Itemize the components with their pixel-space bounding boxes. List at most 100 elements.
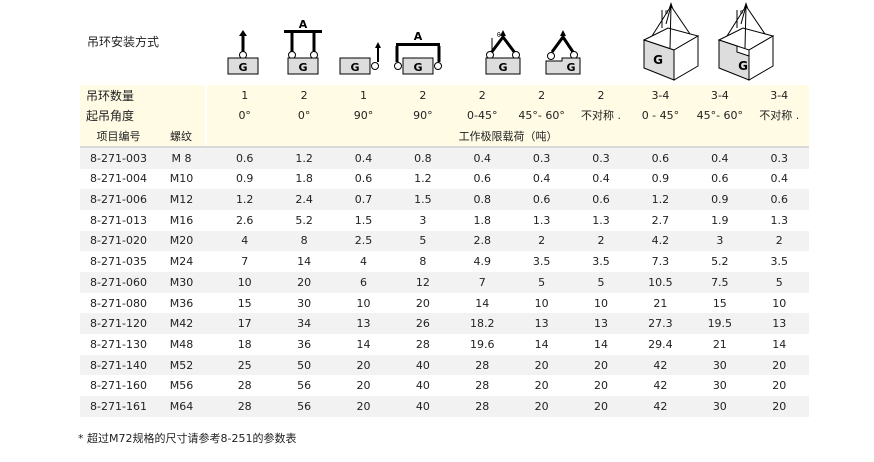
gap-cell bbox=[206, 230, 215, 252]
load-value-cell: 1.3 bbox=[532, 213, 551, 227]
table-row: 8-271-020 M20 4 8 2.5 5 2.8 2 2 4.2 3 2 bbox=[80, 230, 809, 252]
load-value-cell: 10 bbox=[772, 296, 787, 310]
load-value-cell: 14 bbox=[534, 337, 549, 351]
load-value-cell: 26 bbox=[393, 313, 453, 335]
thread-cell: M48 bbox=[169, 337, 194, 351]
column-header-row: 项目编号 螺纹 工作极限载荷（吨） bbox=[80, 125, 809, 148]
load-value-cell: 28 bbox=[452, 354, 512, 376]
load-value-cell: 28 bbox=[237, 379, 252, 393]
load-value-cell: 0.4 bbox=[592, 172, 610, 186]
load-value-cell: 10 bbox=[356, 296, 371, 310]
lift-count-cell: 2 bbox=[393, 85, 453, 106]
load-value-cell: 1.3 bbox=[770, 213, 788, 227]
load-value-cell: 28 bbox=[215, 396, 275, 417]
table-row: 8-271-003 M 8 0.6 1.2 0.4 0.8 0.4 0.3 0.3 0.6 0.4 0… bbox=[80, 146, 809, 169]
svg-text:G: G bbox=[498, 61, 507, 74]
load-value-cell: 1.8 bbox=[473, 213, 492, 227]
gap-cell bbox=[206, 292, 215, 314]
table-row: 8-271-006 M12 1.2 2.4 0.7 1.5 0.8 0.6 0.6 1.2 0.9 0… bbox=[80, 189, 809, 210]
load-value-cell: 0.4 bbox=[532, 172, 551, 186]
load-value-cell: 0.9 bbox=[651, 172, 670, 186]
load-value-cell: 14 bbox=[475, 296, 490, 310]
load-value-cell: 20 bbox=[333, 396, 394, 417]
item-number-cell: 8-271-013 bbox=[90, 213, 147, 227]
lift-count-cell: 1 bbox=[215, 85, 275, 106]
load-value-cell: 5.2 bbox=[711, 255, 729, 269]
double-angled-lift-icon: θ G bbox=[485, 30, 521, 75]
load-value-cell: 10.5 bbox=[630, 272, 691, 293]
load-value-cell: 2 bbox=[749, 230, 809, 252]
load-value-cell: 20 bbox=[571, 396, 631, 417]
thread-cell: M10 bbox=[169, 172, 194, 186]
load-value-cell: 7 bbox=[452, 272, 512, 293]
load-value-cell: 20 bbox=[534, 379, 549, 393]
load-value-cell: 30 bbox=[690, 396, 750, 417]
load-value-cell: 7.5 bbox=[690, 272, 750, 293]
item-number-cell: 8-271-035 bbox=[90, 255, 147, 269]
load-value-cell: 13 bbox=[571, 313, 631, 335]
thread-cell: M30 bbox=[157, 272, 206, 293]
lift-count-cell: 2 bbox=[274, 85, 334, 106]
lift-angle-cell: 不对称 . bbox=[571, 105, 631, 126]
load-value-cell: 28 bbox=[452, 396, 512, 417]
load-value-cell: 0.6 bbox=[749, 189, 809, 210]
lift-count-row: 吊环数量 1 2 1 2 2 2 2 3-4 3-4 3-4 bbox=[80, 85, 809, 106]
load-value-cell: 0.4 bbox=[770, 172, 788, 186]
load-value-cell: 14 bbox=[772, 337, 787, 351]
thread-cell: M 8 bbox=[157, 146, 206, 169]
svg-text:A: A bbox=[414, 30, 423, 43]
load-value-cell: 0.6 bbox=[711, 172, 729, 186]
item-number-cell: 8-271-003 bbox=[80, 146, 157, 169]
load-value-cell: 20 bbox=[274, 272, 334, 293]
thread-cell: M20 bbox=[157, 230, 206, 252]
gap-cell bbox=[206, 189, 215, 210]
load-value-cell: 4.2 bbox=[630, 230, 691, 252]
load-value-cell: 0.6 bbox=[571, 189, 631, 210]
load-value-cell: 40 bbox=[415, 379, 430, 393]
double-side-spreader-icon: A G bbox=[394, 30, 442, 75]
table-row: 8-271-120 M42 17 34 13 26 18.2 13 13 27.3 19.5 13 bbox=[80, 313, 809, 335]
load-value-cell: 40 bbox=[393, 396, 453, 417]
load-value-cell: 0.8 bbox=[452, 189, 512, 210]
mounting-method-title: 吊环安装方式 bbox=[87, 35, 160, 49]
item-number-header: 项目编号 bbox=[80, 125, 157, 148]
lift-angle-cell: 0° bbox=[274, 105, 334, 126]
table-row: 8-271-035 M24 7 14 4 8 4.9 3.5 3.5 7.3 5.2 3.5 bbox=[80, 251, 809, 273]
load-value-cell: 14 bbox=[594, 337, 609, 351]
thread-cell: M36 bbox=[169, 296, 194, 310]
load-value-cell: 1.2 bbox=[414, 172, 432, 186]
load-value-cell: 0.4 bbox=[690, 146, 750, 169]
double-asymmetric-lift-icon: G bbox=[545, 30, 581, 75]
load-value-cell: 3 bbox=[419, 213, 427, 227]
load-value-cell: 13 bbox=[511, 313, 572, 335]
load-value-cell: 4 bbox=[359, 255, 367, 269]
load-value-cell: 0.6 bbox=[511, 189, 572, 210]
load-value-cell: 5 bbox=[571, 272, 631, 293]
multi-asymmetric-box-lift-icon: G θ bbox=[717, 2, 775, 81]
load-value-cell: 5 bbox=[749, 272, 809, 293]
load-value-cell: 7.3 bbox=[651, 255, 670, 269]
item-number-cell: 8-271-161 bbox=[80, 396, 157, 417]
load-value-cell: 0.8 bbox=[393, 146, 453, 169]
load-value-cell: 5 bbox=[393, 230, 453, 252]
svg-text:G: G bbox=[298, 61, 307, 74]
load-value-cell: 3.5 bbox=[532, 255, 551, 269]
load-value-cell: 20 bbox=[511, 354, 572, 376]
table-row: 8-271-013 M16 2.6 5.2 1.5 3 1.8 1.3 1.3 2.7 1.9 1.3 bbox=[80, 209, 809, 231]
load-value-cell: 42 bbox=[630, 396, 691, 417]
load-value-cell: 20 bbox=[772, 379, 787, 393]
load-value-cell: 12 bbox=[393, 272, 453, 293]
svg-text:G: G bbox=[350, 61, 359, 74]
load-value-cell: 1.8 bbox=[295, 172, 313, 186]
load-value-cell: 0.4 bbox=[452, 146, 512, 169]
load-value-cell: 2 bbox=[571, 230, 631, 252]
load-value-cell: 0.4 bbox=[333, 146, 394, 169]
load-value-cell: 18 bbox=[237, 337, 252, 351]
load-value-cell: 0.6 bbox=[354, 172, 373, 186]
load-value-cell: 19.5 bbox=[690, 313, 750, 335]
svg-text:G: G bbox=[653, 53, 663, 67]
lift-count-cell: 3-4 bbox=[630, 85, 691, 106]
gap-cell bbox=[206, 146, 215, 169]
load-value-cell: 0.7 bbox=[333, 189, 394, 210]
